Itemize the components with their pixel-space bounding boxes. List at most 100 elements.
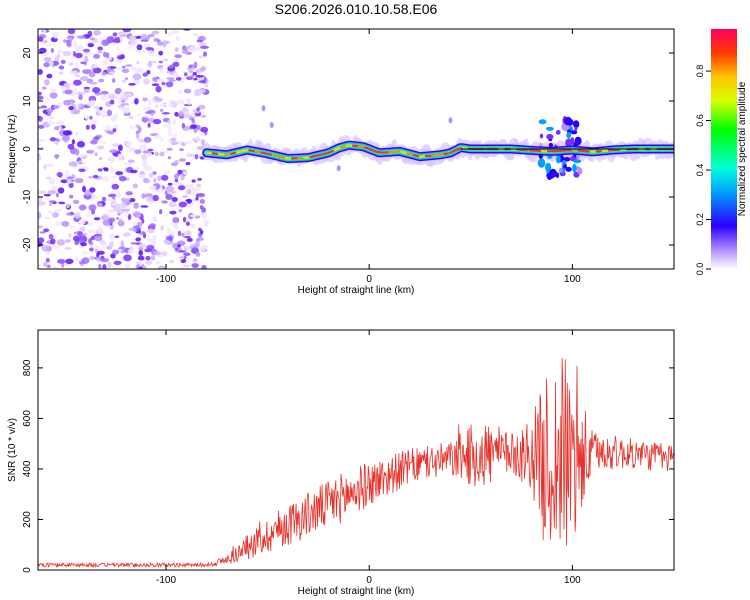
noise-speck	[38, 95, 44, 101]
noise-speck	[61, 135, 70, 142]
colorbar-tick-label: 0.4	[695, 164, 705, 177]
noise-speck	[191, 263, 199, 268]
noise-speck	[159, 103, 167, 107]
noise-speck	[115, 95, 120, 99]
noise-speck	[109, 166, 115, 174]
noise-speck	[108, 193, 117, 198]
noise-speck	[101, 242, 107, 248]
noise-speck	[196, 184, 202, 187]
noise-speck	[135, 237, 142, 242]
noise-speck	[193, 258, 198, 263]
noise-speck	[49, 88, 58, 92]
noise-speck	[142, 72, 149, 77]
noise-speck	[69, 70, 79, 75]
noise-speck	[80, 242, 87, 247]
noise-speck	[54, 208, 63, 212]
noise-speck	[177, 101, 185, 105]
noise-speck	[47, 120, 56, 126]
turbulence-blob	[570, 130, 578, 135]
noise-speck	[55, 138, 61, 142]
noise-speck	[71, 139, 76, 145]
noise-speck	[101, 215, 109, 221]
snr-panel: -100 0 100 0 200 400 600 800 Height of straight…	[7, 329, 675, 597]
noise-speck	[54, 56, 60, 63]
noise-speck	[162, 124, 171, 128]
noise-speck	[87, 175, 94, 179]
noise-speck	[109, 99, 115, 105]
noise-speck	[178, 110, 184, 117]
noise-speck	[89, 247, 94, 252]
noise-speck	[174, 222, 179, 229]
noise-speck	[74, 45, 84, 52]
noise-speck	[100, 176, 110, 182]
noise-speck	[161, 251, 168, 257]
noise-speck	[38, 200, 46, 206]
noise-speck	[183, 252, 191, 256]
ridge-peak	[229, 151, 237, 155]
noise-speck	[128, 35, 136, 42]
turbulence-blob	[546, 133, 554, 140]
noise-speck	[178, 89, 183, 95]
noise-speck	[99, 106, 103, 111]
noise-speck	[102, 264, 107, 269]
noise-speck	[160, 137, 164, 142]
noise-speck	[90, 140, 98, 145]
noise-speck	[118, 218, 123, 224]
noise-speck	[166, 70, 170, 74]
noise-speck	[89, 115, 93, 120]
noise-speck	[128, 83, 136, 86]
noise-speck	[65, 239, 71, 243]
noise-speck	[186, 198, 192, 204]
noise-speck	[148, 172, 154, 178]
noise-speck	[124, 77, 129, 81]
noise-speck	[133, 202, 139, 209]
ridge-peak	[339, 145, 346, 149]
noise-speck	[174, 57, 181, 63]
noise-speck	[55, 154, 59, 160]
noise-speck	[153, 251, 162, 256]
noise-speck	[125, 141, 133, 146]
noise-speck	[112, 128, 117, 133]
noise-speck	[122, 107, 131, 114]
noise-speck	[56, 259, 66, 264]
noise-speck	[63, 83, 69, 88]
noise-speck	[48, 233, 54, 240]
noise-speck	[174, 54, 182, 59]
noise-speck	[63, 99, 72, 106]
noise-speck	[116, 217, 120, 220]
noise-speck	[100, 258, 110, 263]
noise-speck	[145, 111, 152, 114]
noise-speck	[125, 92, 133, 97]
noise-speck	[166, 227, 171, 234]
noise-speck	[48, 210, 52, 214]
noise-speck	[141, 97, 149, 102]
x-tick-label: -100	[156, 575, 176, 586]
noise-speck	[145, 256, 151, 261]
noise-speck	[174, 111, 179, 117]
noise-speck	[261, 105, 266, 112]
noise-speck	[183, 171, 188, 175]
noise-speck	[168, 99, 177, 103]
noise-speck	[100, 94, 108, 101]
noise-speck	[83, 86, 91, 90]
noise-speck	[169, 210, 177, 215]
colorbar: 0.0 0.2 0.4 0.6 0.8 Normalized spectral ampl…	[695, 29, 748, 275]
noise-speck	[189, 185, 196, 191]
noise-speck	[183, 88, 192, 94]
noise-speck	[45, 251, 50, 256]
noise-speck	[70, 110, 80, 115]
spectrogram-image	[38, 29, 674, 269]
noise-speck	[181, 107, 188, 113]
noise-speck	[78, 161, 83, 165]
noise-speck	[114, 36, 121, 41]
noise-speck	[146, 244, 155, 250]
noise-speck	[88, 71, 96, 78]
noise-speck	[42, 139, 45, 143]
noise-speck	[186, 76, 194, 81]
noise-speck	[98, 263, 102, 269]
noise-speck	[38, 47, 47, 54]
noise-speck	[185, 221, 190, 226]
noise-speck	[145, 260, 152, 265]
noise-speck	[38, 36, 44, 42]
